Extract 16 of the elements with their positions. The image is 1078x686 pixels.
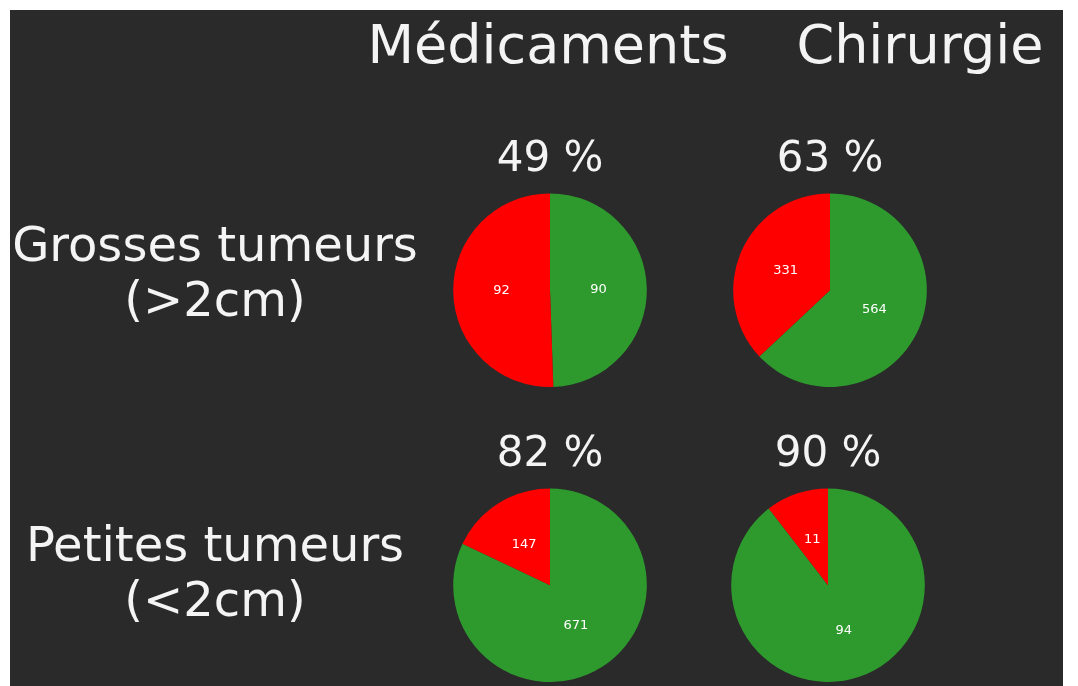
data-label: 90 [590,280,607,296]
text: Petites tumeurs (<2cm) [25,515,405,628]
data-label: 671 [563,617,589,633]
chart-title: 63 % [776,132,884,182]
text: Chirurgie [796,12,1044,77]
data-label: 331 [773,262,798,278]
chart-title: 90 % [774,427,882,477]
data-label: 564 [862,300,887,316]
text: Grosses tumeurs (>2cm) [12,215,418,328]
text: Médicaments [367,12,729,77]
data-label: 92 [493,282,510,298]
data-label: 94 [835,622,852,638]
data-label: 147 [511,535,537,551]
chart-title: 82 % [496,427,604,477]
chart-title: 49 % [496,132,604,182]
data-label: 11 [804,530,821,546]
